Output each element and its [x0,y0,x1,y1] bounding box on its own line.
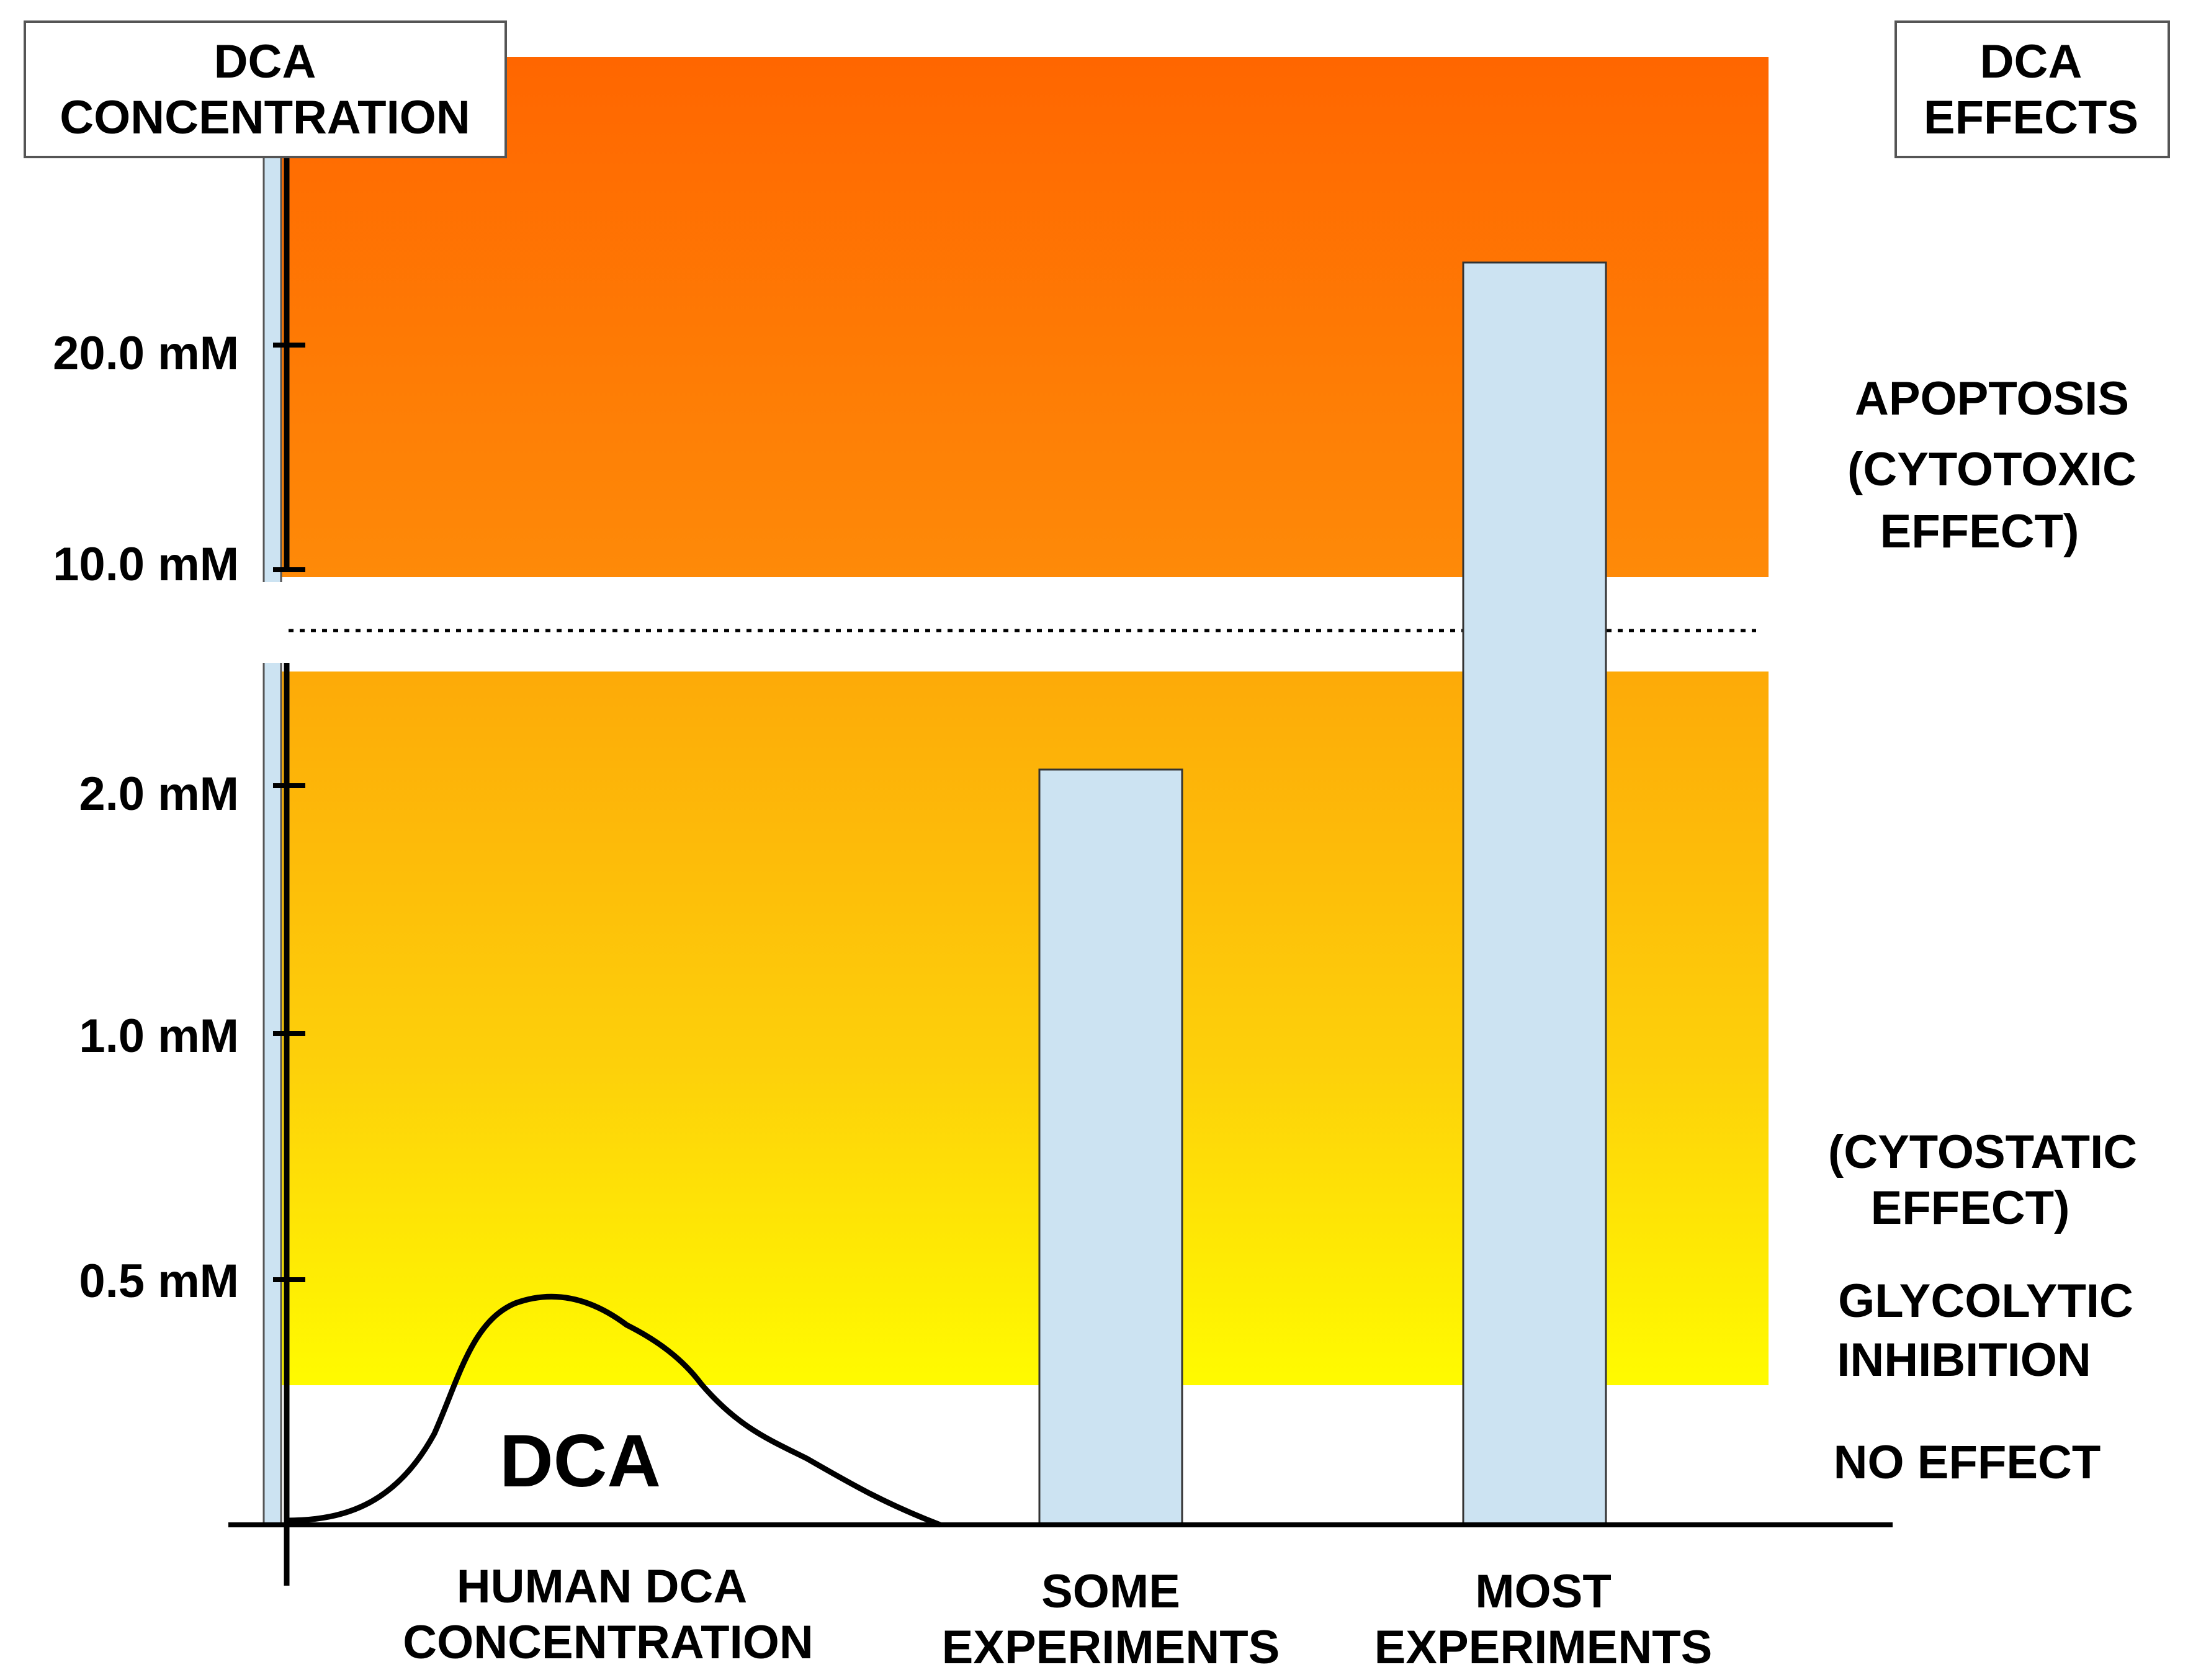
effects-title-line2: EFFECTS [1924,91,2138,144]
y-axis-title-line1: DCA [214,35,316,88]
category-label-human-line1: HUMAN DCA [457,1560,748,1613]
effect-label-cytostatic-line2: EFFECT) [1871,1182,2070,1234]
human-curve-label: DCA [500,1419,661,1503]
tick-label-20mm: 20.0 mM [53,327,239,380]
bar-some-experiments [1038,768,1183,1525]
effects-title-line1: DCA [1980,35,2083,88]
effect-label-apoptosis-line3: EFFECT) [1880,505,2079,558]
effect-label-cytostatic-line1: (CYTOSTATIC [1828,1126,2137,1179]
effect-label-apoptosis-line1: APOPTOSIS [1855,372,2129,425]
tick-label-10mm: 10.0 mM [53,538,239,591]
y-axis-title-line2: CONCENTRATION [60,91,470,144]
tick-label-05mm: 0.5 mM [79,1255,239,1308]
category-label-most-line2: EXPERIMENTS [1374,1621,1713,1674]
axis-strip [262,129,282,1525]
effect-label-glycolytic-line2: INHIBITION [1837,1334,2091,1386]
category-label-most-line1: MOST [1475,1565,1612,1618]
tick-label-2mm: 2.0 mM [79,768,239,820]
bar-most-experiments [1462,261,1607,1525]
category-label-some-line2: EXPERIMENTS [942,1621,1280,1674]
category-label-some-line1: SOME [1041,1565,1180,1618]
effect-label-apoptosis-line2: (CYTOTOXIC [1847,443,2136,496]
effects-title-box [1894,20,2170,158]
effect-label-glycolytic-line1: GLYCOLYTIC [1838,1275,2133,1327]
axis-strip-break [261,582,285,663]
y-axis-title-box [24,20,507,158]
tick-label-1mm: 1.0 mM [79,1010,239,1062]
effect-label-no-effect: NO EFFECT [1834,1436,2101,1489]
category-label-human-line2: CONCENTRATION [403,1616,813,1669]
human-dca-curve [286,1293,941,1528]
